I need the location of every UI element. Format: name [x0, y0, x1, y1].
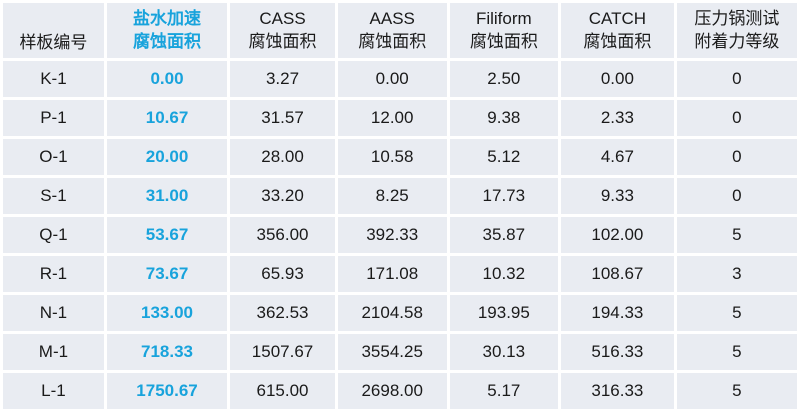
- cell-cass: 65.93: [230, 256, 335, 292]
- table-row-r-1: R-1 73.67 65.93 171.08 10.32 108.67 3: [3, 256, 797, 292]
- column-header-filiform: Filiform 腐蚀面积: [449, 3, 559, 58]
- cell-aass: 3554.25: [337, 334, 447, 370]
- cell-sample: R-1: [3, 256, 104, 292]
- table-row-s-1: S-1 31.00 33.20 8.25 17.73 9.33 0: [3, 178, 797, 214]
- cell-aass: 12.00: [337, 100, 447, 136]
- cell-sample: L-1: [3, 373, 104, 409]
- cell-filiform: 35.87: [449, 217, 559, 253]
- cell-cass: 615.00: [230, 373, 335, 409]
- cell-catch: 316.33: [561, 373, 674, 409]
- cell-sample: O-1: [3, 139, 104, 175]
- column-header-line: CASS: [259, 8, 306, 28]
- cell-sample: P-1: [3, 100, 104, 136]
- cell-pot: 5: [676, 295, 797, 331]
- column-header-line: 腐蚀面积: [469, 31, 538, 51]
- table-row-k-1: K-1 0.00 3.27 0.00 2.50 0.00 0: [3, 61, 797, 97]
- column-header-line: 腐蚀面积: [358, 31, 427, 51]
- cell-cass: 3.27: [230, 61, 335, 97]
- table-row-p-1: P-1 10.67 31.57 12.00 9.38 2.33 0: [3, 100, 797, 136]
- column-header-line: 样板编号: [19, 33, 88, 53]
- column-header-line: 盐水加速: [133, 8, 201, 28]
- cell-filiform: 193.95: [449, 295, 559, 331]
- cell-cass: 362.53: [230, 295, 335, 331]
- cell-salt: 0.00: [106, 61, 228, 97]
- cell-cass: 1507.67: [230, 334, 335, 370]
- cell-filiform: 30.13: [449, 334, 559, 370]
- cell-aass: 392.33: [337, 217, 447, 253]
- column-header-line: 腐蚀面积: [248, 31, 317, 51]
- cell-pot: 3: [676, 256, 797, 292]
- cell-salt: 20.00: [106, 139, 228, 175]
- column-header-line: AASS: [369, 8, 415, 28]
- column-header-line: 腐蚀面积: [133, 31, 201, 51]
- column-header-sample: 样板编号: [3, 3, 104, 58]
- cell-pot: 0: [676, 178, 797, 214]
- cell-salt: 718.33: [106, 334, 228, 370]
- cell-aass: 171.08: [337, 256, 447, 292]
- column-header-salt: 盐水加速 腐蚀面积: [106, 3, 228, 58]
- cell-catch: 102.00: [561, 217, 674, 253]
- column-header-catch: CATCH 腐蚀面积: [561, 3, 674, 58]
- cell-pot: 0: [676, 61, 797, 97]
- cell-pot: 5: [676, 334, 797, 370]
- cell-cass: 33.20: [230, 178, 335, 214]
- cell-sample: K-1: [3, 61, 104, 97]
- cell-filiform: 10.32: [449, 256, 559, 292]
- cell-catch: 516.33: [561, 334, 674, 370]
- cell-catch: 0.00: [561, 61, 674, 97]
- cell-filiform: 5.17: [449, 373, 559, 409]
- cell-cass: 356.00: [230, 217, 335, 253]
- table-row-o-1: O-1 20.00 28.00 10.58 5.12 4.67 0: [3, 139, 797, 175]
- cell-salt: 10.67: [106, 100, 228, 136]
- cell-sample: S-1: [3, 178, 104, 214]
- cell-salt: 1750.67: [106, 373, 228, 409]
- cell-filiform: 2.50: [449, 61, 559, 97]
- cell-filiform: 5.12: [449, 139, 559, 175]
- cell-salt: 133.00: [106, 295, 228, 331]
- cell-catch: 194.33: [561, 295, 674, 331]
- cell-sample: M-1: [3, 334, 104, 370]
- column-header-line: 腐蚀面积: [583, 31, 652, 51]
- cell-salt: 73.67: [106, 256, 228, 292]
- cell-pot: 5: [676, 217, 797, 253]
- table-row-l-1: L-1 1750.67 615.00 2698.00 5.17 316.33 5: [3, 373, 797, 409]
- column-header-pot: 压力锅测试附着力等级: [676, 3, 797, 58]
- column-header-line: Filiform: [475, 8, 532, 28]
- cell-sample: N-1: [3, 295, 104, 331]
- table-row-q-1: Q-1 53.67 356.00 392.33 35.87 102.00 5: [3, 217, 797, 253]
- cell-filiform: 9.38: [449, 100, 559, 136]
- table-header-row: 样板编号 盐水加速 腐蚀面积 CASS 腐蚀面积 AASS 腐蚀面积 Filiform 腐蚀面积…: [3, 3, 797, 58]
- column-header-line: 压力锅测试: [694, 8, 780, 28]
- cell-aass: 10.58: [337, 139, 447, 175]
- cell-aass: 2698.00: [337, 373, 447, 409]
- cell-aass: 2104.58: [337, 295, 447, 331]
- cell-pot: 0: [676, 100, 797, 136]
- cell-sample: Q-1: [3, 217, 104, 253]
- cell-pot: 0: [676, 139, 797, 175]
- cell-catch: 9.33: [561, 178, 674, 214]
- cell-salt: 53.67: [106, 217, 228, 253]
- cell-filiform: 17.73: [449, 178, 559, 214]
- column-header-cass: CASS 腐蚀面积: [230, 3, 335, 58]
- cell-catch: 4.67: [561, 139, 674, 175]
- cell-catch: 108.67: [561, 256, 674, 292]
- column-header-line: 附着力等级: [694, 31, 780, 51]
- cell-catch: 2.33: [561, 100, 674, 136]
- table-row-m-1: M-1 718.33 1507.67 3554.25 30.13 516.33 5: [3, 334, 797, 370]
- cell-cass: 28.00: [230, 139, 335, 175]
- cell-aass: 8.25: [337, 178, 447, 214]
- column-header-aass: AASS 腐蚀面积: [337, 3, 447, 58]
- cell-pot: 5: [676, 373, 797, 409]
- cell-salt: 31.00: [106, 178, 228, 214]
- cell-aass: 0.00: [337, 61, 447, 97]
- table-row-n-1: N-1 133.00 362.53 2104.58 193.95 194.33 5: [3, 295, 797, 331]
- column-header-line: CATCH: [588, 8, 647, 28]
- cell-cass: 31.57: [230, 100, 335, 136]
